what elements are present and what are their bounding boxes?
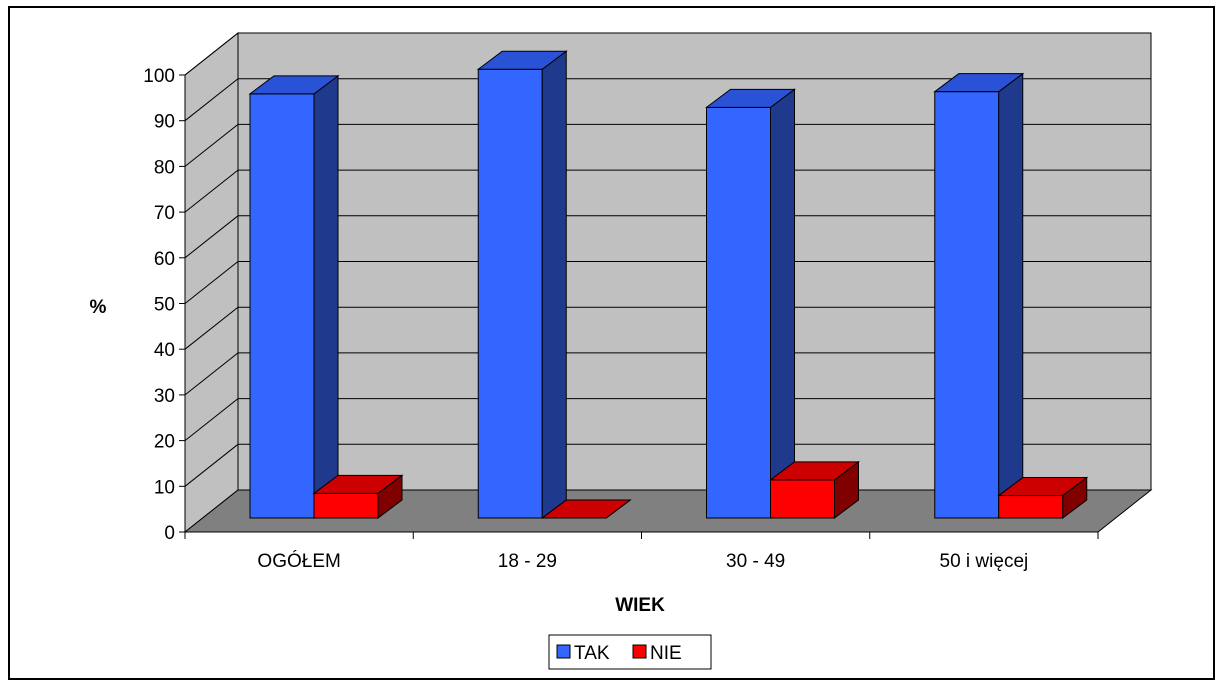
- bar-side: [541, 50, 567, 519]
- bar-top: [312, 474, 404, 494]
- y-tick-label: 10: [154, 477, 175, 498]
- axes: 0 10 20 30 40 50 60 70 80 90 100 OGÓŁEM 18 - 29 30 - …: [143, 66, 1099, 572]
- gridlines: [184, 32, 1151, 487]
- bar-side: [998, 72, 1024, 519]
- y-tick-label: 50: [154, 295, 175, 316]
- gridline: [184, 215, 1151, 259]
- legend-item-tak: TAK: [556, 643, 610, 664]
- bar-top: [933, 73, 1025, 93]
- bar-front: [249, 93, 315, 519]
- bar-tak: [705, 88, 796, 519]
- y-tick-label: 0: [164, 523, 175, 544]
- gridline: [184, 78, 1151, 122]
- y-tick-label: 90: [154, 112, 175, 133]
- legend-label: NIE: [650, 643, 682, 664]
- bar-top: [476, 50, 568, 70]
- y-tick-label: 60: [154, 249, 175, 270]
- bar-front: [770, 479, 835, 519]
- gridline: [184, 443, 1151, 487]
- gridline: [184, 123, 1151, 167]
- bar-side: [770, 88, 795, 519]
- legend-label: TAK: [574, 643, 610, 664]
- bar-top: [705, 88, 796, 108]
- bar-top: [997, 477, 1089, 497]
- y-tick-label: 40: [154, 340, 175, 361]
- legend-swatch: [632, 644, 647, 659]
- legend-swatch: [556, 644, 571, 659]
- x-axis-title: WIEK: [615, 595, 665, 616]
- bar-top: [540, 499, 632, 519]
- x-tick-label: 30 - 49: [726, 551, 785, 572]
- bar-nie: [769, 460, 860, 519]
- bar-front: [477, 68, 543, 519]
- gridline: [184, 261, 1151, 304]
- legend-box: [548, 634, 712, 670]
- gridline: [184, 352, 1151, 396]
- x-tick-label: 18 - 29: [498, 551, 557, 572]
- y-tick-label: 20: [154, 432, 175, 453]
- gridline: [184, 306, 1151, 350]
- gridline: [184, 398, 1151, 441]
- bar-front: [998, 495, 1064, 519]
- gridline: [184, 169, 1151, 213]
- bar-tak: [476, 50, 568, 519]
- x-tick-label: OGÓŁEM: [257, 550, 340, 572]
- gridline: [184, 32, 1151, 76]
- bar-nie: [312, 474, 404, 519]
- bar-tak: [933, 72, 1025, 519]
- bar-nie: [540, 499, 632, 519]
- bars: [248, 50, 1089, 519]
- bar-front: [706, 106, 771, 519]
- y-tick-label: 70: [154, 203, 175, 224]
- y-tick-label: 80: [154, 157, 175, 178]
- bar-tak: [248, 74, 340, 519]
- bar-side: [313, 74, 339, 519]
- y-tick-label: 100: [143, 66, 175, 87]
- y-axis-title: %: [90, 297, 107, 318]
- bar-top: [248, 75, 340, 95]
- bar-top: [769, 461, 860, 481]
- legend-item-nie: NIE: [632, 643, 682, 664]
- bar-front: [313, 492, 379, 519]
- bar-nie: [997, 476, 1089, 519]
- bar-front: [934, 91, 1000, 519]
- legend: TAK NIE: [548, 634, 712, 670]
- x-tick-label: 50 i więcej: [940, 551, 1029, 572]
- y-tick-label: 30: [154, 386, 175, 407]
